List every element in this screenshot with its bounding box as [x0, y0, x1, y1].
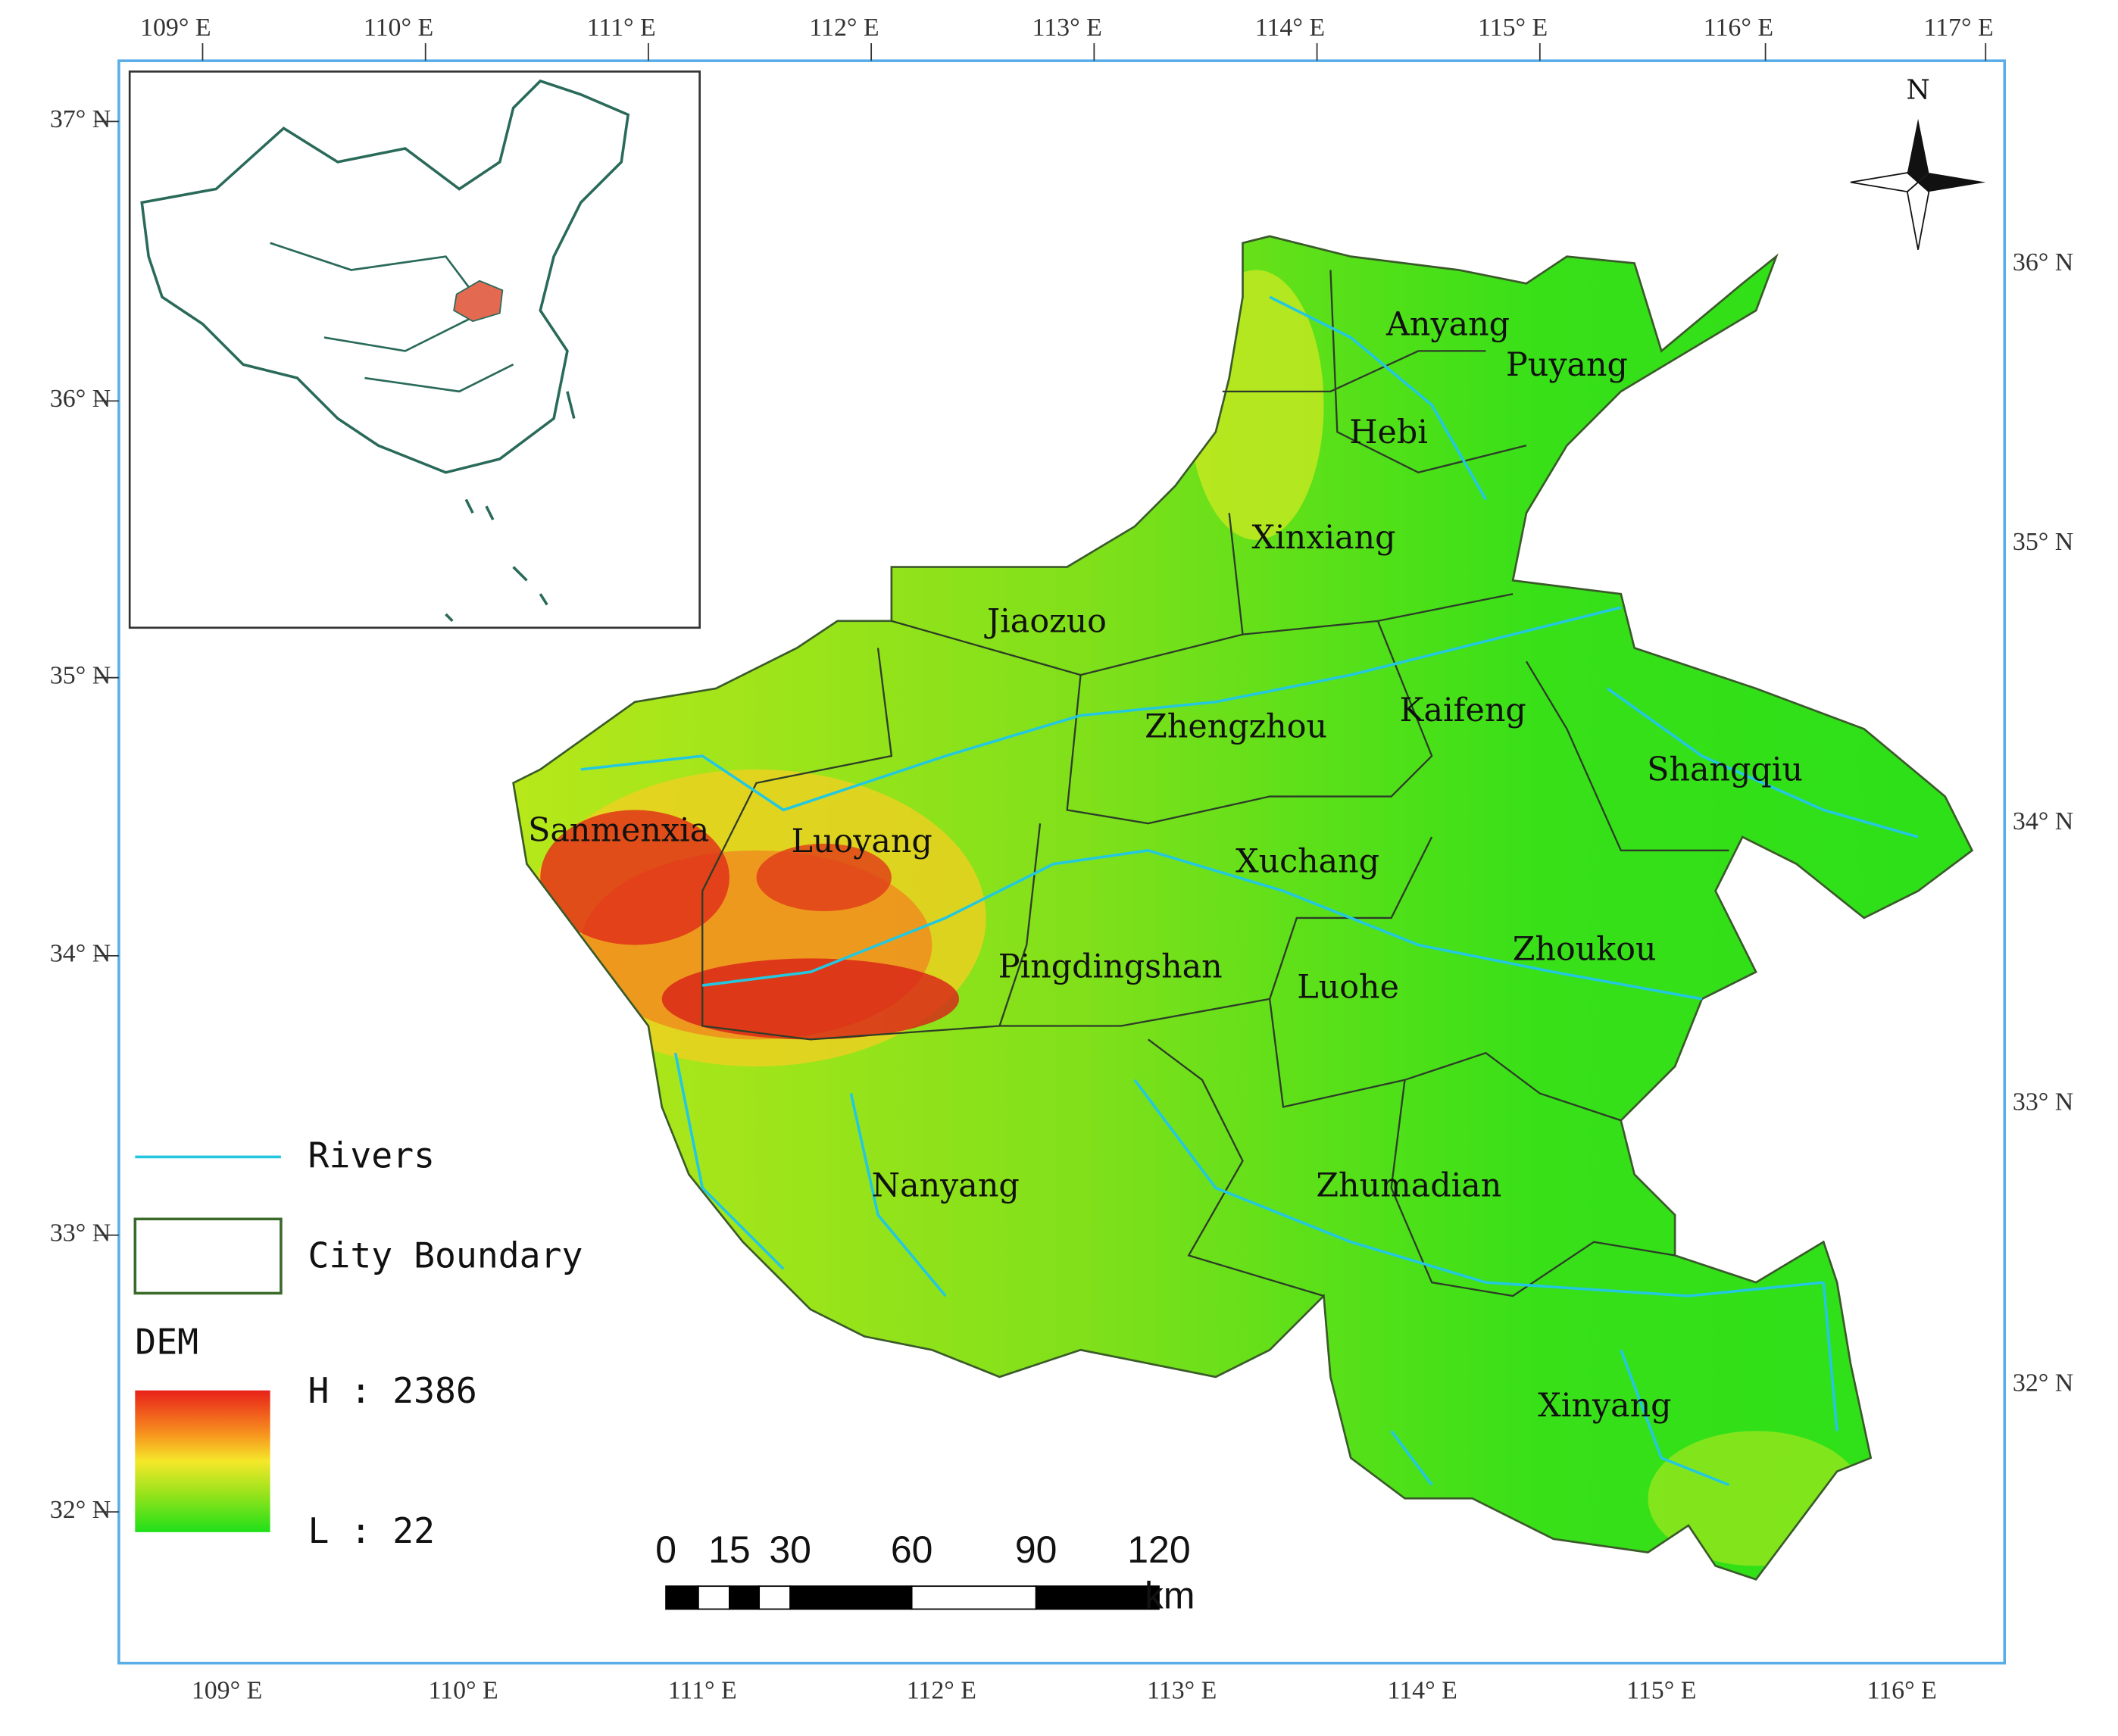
city-label: Pingdingshan [998, 948, 1223, 986]
legend-boundary-swatch [133, 1217, 283, 1295]
scale-label: 90 [1015, 1528, 1057, 1571]
city-label: Puyang [1506, 346, 1628, 384]
bottom-longitude-label: 112° E [907, 1677, 976, 1705]
scale-label: 15 [708, 1528, 751, 1571]
scale-label: 0 [655, 1528, 676, 1571]
city-label: Kaifeng [1400, 692, 1526, 729]
top-longitude-label: 113° E [1032, 14, 1102, 42]
legend-dem-ramp [135, 1390, 270, 1532]
bottom-longitude-label: 113° E [1147, 1677, 1217, 1705]
bottom-longitude-label: 111° E [668, 1677, 737, 1705]
right-latitude-label: 33° N [2013, 1088, 2073, 1116]
scale-segment [729, 1585, 761, 1610]
right-latitude-label: 36° N [2013, 248, 2073, 276]
top-longitude-label: 117° E [1923, 14, 1993, 42]
city-label: Sanmenxia [528, 812, 709, 850]
rivers [580, 295, 1919, 1487]
top-longitude-label: 112° E [809, 14, 879, 42]
right-latitude-label: 35° N [2013, 528, 2073, 556]
legend-rivers-label: Rivers [308, 1135, 435, 1176]
scale-label: 120 [1127, 1528, 1190, 1571]
bottom-longitude-label: 109° E [192, 1677, 263, 1705]
top-longitude-label: 111° E [587, 14, 656, 42]
scale-segment [698, 1585, 730, 1610]
city-label: Nanyang [872, 1166, 1020, 1204]
legend-boundary-label: City Boundary [308, 1235, 583, 1276]
right-latitude-label: 34° N [2013, 807, 2073, 835]
city-boundaries [701, 270, 1729, 1297]
scale-segment [1035, 1585, 1160, 1610]
inset-map [128, 70, 701, 629]
city-label: Anyang [1385, 305, 1510, 343]
scale-label: 30 [769, 1528, 811, 1571]
scale-segment [789, 1585, 913, 1610]
city-label: Shangqiu [1647, 751, 1803, 788]
scale-segment [758, 1585, 792, 1610]
top-longitude-label: 110° E [364, 14, 433, 42]
city-label: Xuchang [1236, 843, 1379, 881]
city-label: Xinyang [1538, 1387, 1671, 1425]
city-label: Luoyang [792, 823, 932, 860]
top-longitude-label: 116° E [1704, 14, 1773, 42]
scale-unit: km [1145, 1574, 1195, 1616]
scale-label: 60 [891, 1528, 933, 1571]
city-label: Luohe [1297, 968, 1399, 1006]
city-label: Zhengzhou [1145, 707, 1327, 745]
city-label: Jiaozuo [984, 602, 1107, 640]
legend-dem-title: DEM [135, 1322, 198, 1363]
city-label: Hebi [1349, 414, 1428, 451]
left-latitude-label: 33° N [50, 1219, 111, 1247]
top-longitude-label: 115° E [1478, 14, 1548, 42]
left-latitude-label: 37° N [50, 105, 111, 133]
bottom-longitude-label: 116° E [1867, 1677, 1937, 1705]
city-label: Zhumadian [1316, 1166, 1501, 1204]
bottom-longitude-label: 115° E [1626, 1677, 1696, 1705]
legend-dem-high: H : 2386 [308, 1370, 477, 1411]
right-latitude-label: 32° N [2013, 1369, 2073, 1397]
scale-segment [911, 1585, 1037, 1610]
left-latitude-label: 36° N [50, 385, 111, 413]
top-longitude-label: 109° E [140, 14, 211, 42]
bottom-longitude-label: 110° E [428, 1677, 498, 1705]
left-latitude-label: 35° N [50, 661, 111, 689]
scale-segment [665, 1585, 699, 1610]
left-latitude-label: 34° N [50, 940, 111, 968]
left-latitude-label: 32° N [50, 1496, 111, 1524]
top-longitude-label: 114° E [1255, 14, 1325, 42]
legend-dem-low: L : 22 [308, 1510, 435, 1551]
north-label: N [1906, 75, 1929, 106]
bottom-longitude-label: 114° E [1388, 1677, 1457, 1705]
north-arrow [1850, 118, 1986, 250]
city-label: Zhoukou [1513, 931, 1657, 969]
city-label: Xinxiang [1252, 519, 1396, 557]
